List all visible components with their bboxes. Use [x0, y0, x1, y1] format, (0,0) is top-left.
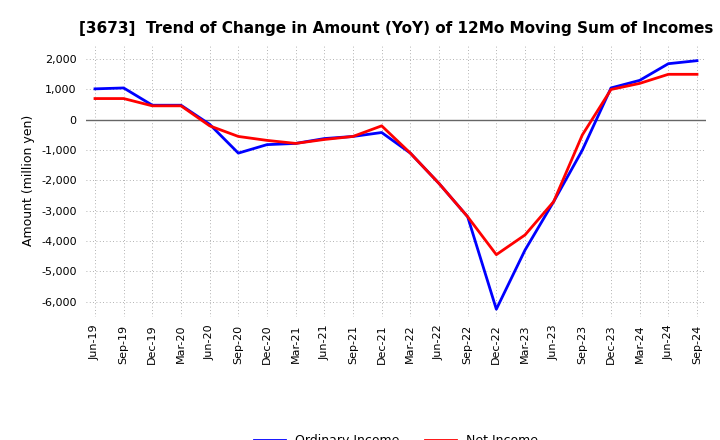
- Ordinary Income: [664, 61, 672, 66]
- Ordinary Income: [406, 150, 415, 156]
- Net Income: [263, 138, 271, 143]
- Net Income: [492, 252, 500, 257]
- Ordinary Income: [348, 134, 357, 139]
- Net Income: [320, 137, 328, 142]
- Ordinary Income: [263, 142, 271, 147]
- Ordinary Income: [578, 147, 587, 153]
- Ordinary Income: [292, 141, 300, 146]
- Net Income: [549, 199, 558, 204]
- Net Income: [664, 72, 672, 77]
- Net Income: [292, 141, 300, 146]
- Ordinary Income: [521, 247, 529, 253]
- Ordinary Income: [464, 214, 472, 220]
- Net Income: [148, 103, 157, 109]
- Net Income: [205, 123, 214, 128]
- Net Income: [120, 96, 128, 101]
- Net Income: [435, 181, 444, 186]
- Net Income: [635, 81, 644, 86]
- Net Income: [693, 72, 701, 77]
- Ordinary Income: [693, 58, 701, 63]
- Ordinary Income: [492, 307, 500, 312]
- Ordinary Income: [549, 199, 558, 204]
- Net Income: [377, 123, 386, 128]
- Net Income: [578, 132, 587, 138]
- Ordinary Income: [176, 103, 185, 108]
- Net Income: [348, 134, 357, 139]
- Line: Ordinary Income: Ordinary Income: [95, 61, 697, 309]
- Ordinary Income: [377, 130, 386, 135]
- Ordinary Income: [635, 78, 644, 83]
- Net Income: [607, 87, 616, 92]
- Net Income: [521, 232, 529, 238]
- Title: [3673]  Trend of Change in Amount (YoY) of 12Mo Moving Sum of Incomes: [3673] Trend of Change in Amount (YoY) o…: [78, 21, 714, 36]
- Net Income: [91, 96, 99, 101]
- Ordinary Income: [607, 85, 616, 91]
- Ordinary Income: [205, 122, 214, 127]
- Net Income: [234, 134, 243, 139]
- Ordinary Income: [91, 86, 99, 92]
- Ordinary Income: [320, 136, 328, 141]
- Legend: Ordinary Income, Net Income: Ordinary Income, Net Income: [249, 429, 543, 440]
- Line: Net Income: Net Income: [95, 74, 697, 255]
- Net Income: [176, 103, 185, 109]
- Y-axis label: Amount (million yen): Amount (million yen): [22, 115, 35, 246]
- Net Income: [464, 214, 472, 220]
- Ordinary Income: [148, 103, 157, 108]
- Ordinary Income: [435, 181, 444, 186]
- Net Income: [406, 150, 415, 156]
- Ordinary Income: [234, 150, 243, 156]
- Ordinary Income: [120, 85, 128, 91]
